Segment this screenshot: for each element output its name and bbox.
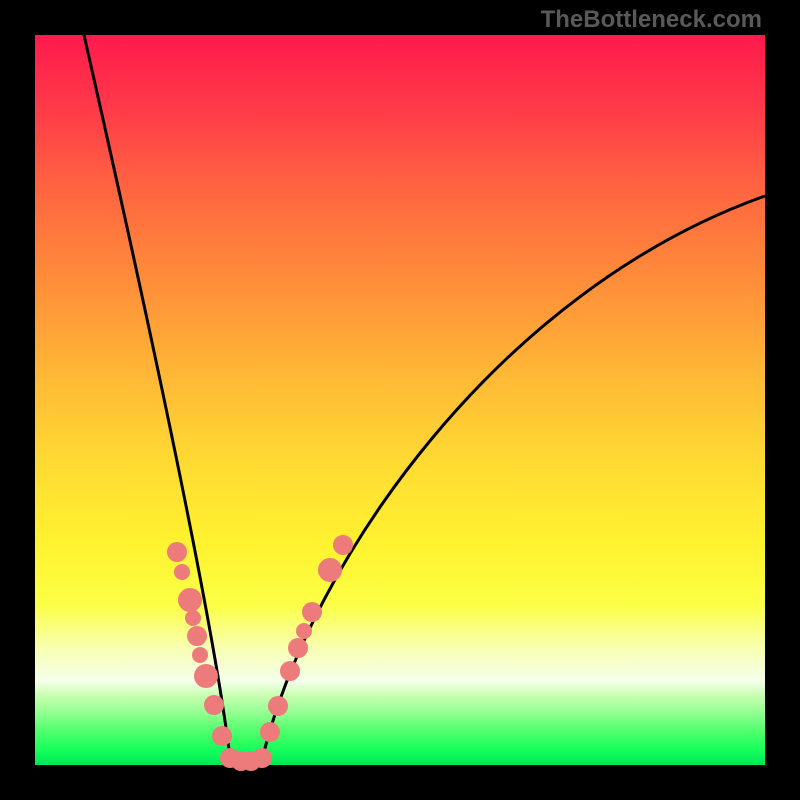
data-point (185, 610, 201, 626)
data-point (288, 638, 308, 658)
data-point (178, 588, 202, 612)
scatter-markers (167, 535, 353, 771)
data-point (212, 726, 232, 746)
curves-layer (0, 0, 800, 800)
chart-frame: TheBottleneck.com (0, 0, 800, 800)
data-point (167, 542, 187, 562)
data-point (268, 696, 288, 716)
data-point (302, 602, 322, 622)
data-point (296, 623, 312, 639)
data-point (204, 695, 224, 715)
bottleneck-curve (84, 35, 765, 762)
data-point (280, 661, 300, 681)
data-point (174, 564, 190, 580)
data-point (192, 647, 208, 663)
data-point (333, 535, 353, 555)
data-point (194, 664, 218, 688)
data-point (318, 558, 342, 582)
data-point (260, 722, 280, 742)
data-point (252, 748, 272, 768)
data-point (187, 626, 207, 646)
